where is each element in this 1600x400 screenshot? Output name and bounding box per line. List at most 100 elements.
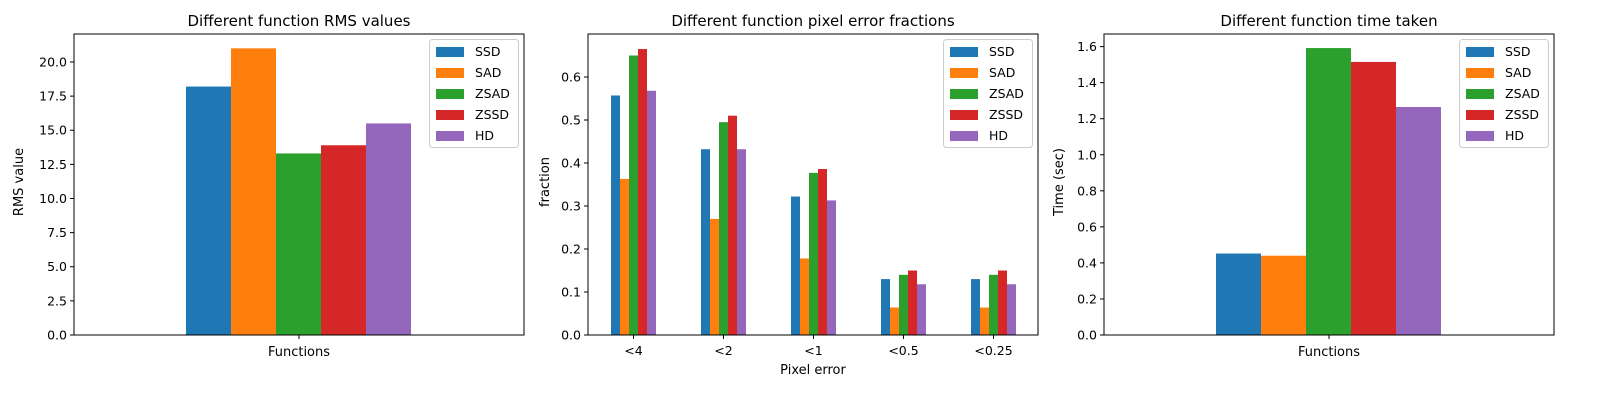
- x-tick-label: <0.25: [974, 343, 1012, 358]
- bar-zsad-1: [276, 153, 321, 335]
- legend-swatch-zsad: [436, 89, 464, 99]
- bar-zsad-4: [899, 274, 908, 335]
- legend-swatch-sad: [1466, 68, 1494, 78]
- bar-zssd-1: [638, 49, 647, 336]
- legend-swatch-zsad: [1466, 89, 1494, 99]
- bar-zsad-1: [1306, 48, 1351, 335]
- bar-ssd-1: [186, 86, 231, 335]
- pixel-error-chart-y-axis-label: fraction: [538, 157, 553, 207]
- bar-ssd-2: [701, 149, 710, 335]
- pixel-error-chart-x-ticks: <4 <2 <1 <0.5 <0.25: [624, 335, 1013, 358]
- time-chart-y-axis-label: Time (sec): [1052, 148, 1067, 217]
- bar-hd-4: [917, 284, 926, 335]
- rms-chart-bars: [186, 48, 411, 336]
- legend-label-ssd: SSD: [1505, 44, 1531, 59]
- bar-ssd-1: [611, 95, 620, 336]
- time-chart-y-ticks: 0.0 0.2 0.4 0.6 0.8 1.0 1.2 1.4 1.6: [1077, 39, 1104, 343]
- bar-ssd-4: [881, 279, 890, 335]
- bar-sad-1: [620, 178, 629, 335]
- legend-swatch-sad: [436, 68, 464, 78]
- bar-zsad-1: [629, 55, 638, 335]
- y-tick-label: 0.6: [1077, 219, 1097, 234]
- x-tick-label: <1: [804, 343, 822, 358]
- pixel-error-chart-x-axis-label: Pixel error: [780, 363, 846, 378]
- y-tick-label: 0.4: [561, 156, 581, 171]
- legend-label-sad: SAD: [475, 65, 501, 80]
- pixel-error-chart-plot-frame: [587, 33, 1039, 336]
- rms-chart-legend-box: [429, 39, 519, 148]
- bar-ssd-1: [1216, 253, 1261, 335]
- legend-label-sad: SAD: [989, 65, 1015, 80]
- x-tick-label: <0.5: [888, 343, 918, 358]
- y-tick-label: 0.8: [1077, 183, 1097, 198]
- y-tick-label: 0.1: [561, 285, 581, 300]
- bar-sad-1: [231, 48, 276, 335]
- y-tick-label: 12.5: [39, 157, 67, 172]
- legend-label-hd: HD: [989, 128, 1008, 143]
- bar-hd-1: [366, 123, 411, 336]
- pixel-error-chart-legend: SSD SAD ZSAD ZSSD HD: [943, 39, 1033, 148]
- legend-label-zssd: ZSSD: [989, 107, 1023, 122]
- bar-sad-2: [710, 218, 719, 335]
- bar-hd-1: [1396, 106, 1441, 335]
- y-tick-label: 17.5: [39, 89, 67, 104]
- legend-label-hd: HD: [1505, 128, 1524, 143]
- y-tick-label: 0.0: [561, 328, 581, 343]
- rms-chart-plot-frame: [73, 33, 525, 336]
- legend-label-zsad: ZSAD: [1505, 86, 1540, 101]
- legend-label-zssd: ZSSD: [475, 107, 509, 122]
- time-chart: Different function time taken Time (sec)…: [1052, 12, 1555, 360]
- legend-swatch-zssd: [436, 110, 464, 120]
- rms-chart-y-ticks: 0.0 2.5 5.0 7.5 10.0 12.5 15.0 17.5 20.0: [39, 54, 74, 343]
- legend-label-hd: HD: [475, 128, 494, 143]
- legend-swatch-ssd: [436, 47, 464, 57]
- bar-hd-3: [827, 200, 836, 335]
- legend-swatch-ssd: [950, 47, 978, 57]
- pixel-error-chart: Different function pixel error fractions…: [538, 12, 1039, 378]
- bar-zssd-2: [728, 115, 737, 335]
- y-tick-label: 7.5: [47, 225, 67, 240]
- bar-zssd-1: [1351, 61, 1396, 335]
- y-tick-label: 20.0: [39, 54, 67, 69]
- pixel-error-chart-title: Different function pixel error fractions: [671, 12, 955, 30]
- legend-label-zsad: ZSAD: [989, 86, 1024, 101]
- time-chart-category-label: Functions: [1298, 345, 1360, 360]
- y-tick-label: 0.2: [1077, 291, 1097, 306]
- legend-swatch-hd: [1466, 131, 1494, 141]
- y-tick-label: 5.0: [47, 259, 67, 274]
- rms-chart-legend: SSD SAD ZSAD ZSSD HD: [429, 39, 519, 148]
- rms-chart-category-label: Functions: [268, 345, 330, 360]
- legend-label-ssd: SSD: [475, 44, 501, 59]
- y-tick-label: 0.0: [47, 328, 67, 343]
- y-tick-label: 0.0: [1077, 328, 1097, 343]
- bar-sad-3: [800, 258, 809, 335]
- legend-swatch-sad: [950, 68, 978, 78]
- y-tick-label: 1.4: [1077, 75, 1097, 90]
- bar-ssd-3: [791, 196, 800, 335]
- legend-swatch-hd: [950, 131, 978, 141]
- time-chart-title: Different function time taken: [1220, 12, 1437, 30]
- time-chart-plot-frame: [1103, 33, 1555, 336]
- legend-label-ssd: SSD: [989, 44, 1015, 59]
- y-tick-label: 1.0: [1077, 147, 1097, 162]
- y-tick-label: 1.2: [1077, 111, 1097, 126]
- legend-swatch-hd: [436, 131, 464, 141]
- x-tick-label: <2: [714, 343, 732, 358]
- rms-chart-title: Different function RMS values: [188, 12, 411, 30]
- y-tick-label: 1.6: [1077, 39, 1097, 54]
- y-tick-label: 0.6: [561, 70, 581, 85]
- bar-ssd-5: [971, 279, 980, 335]
- bar-zsad-5: [989, 274, 998, 335]
- bar-sad-5: [980, 307, 989, 335]
- bar-zsad-2: [719, 122, 728, 336]
- y-tick-label: 15.0: [39, 123, 67, 138]
- legend-label-sad: SAD: [1505, 65, 1531, 80]
- time-chart-legend: SSD SAD ZSAD ZSSD HD: [1459, 39, 1549, 148]
- pixel-error-chart-bars: [611, 49, 1016, 336]
- bar-zssd-1: [321, 145, 366, 335]
- x-tick-label: <4: [624, 343, 642, 358]
- legend-swatch-zssd: [950, 110, 978, 120]
- bar-zsad-3: [809, 172, 818, 335]
- legend-swatch-zssd: [1466, 110, 1494, 120]
